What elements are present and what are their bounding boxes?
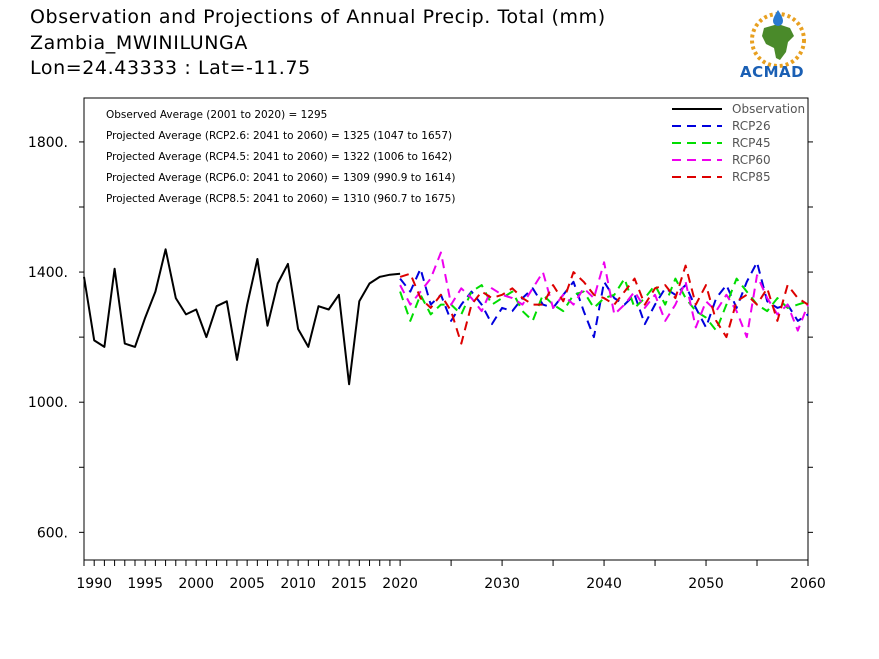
series-line-rcp60 <box>399 251 809 339</box>
series-line-rcp45 <box>399 277 809 332</box>
annotation-text: Projected Average (RCP4.5: 2041 to 2060)… <box>106 151 452 163</box>
x-tick-label: 1990 <box>76 576 112 592</box>
africa-map-icon <box>762 24 794 60</box>
x-tick-label: 2060 <box>790 576 826 592</box>
x-tick-label: 1995 <box>127 576 163 592</box>
annotation-text: Projected Average (RCP6.0: 2041 to 2060)… <box>106 172 455 184</box>
plot-frame <box>83 97 809 561</box>
series-line-rcp26 <box>399 261 809 339</box>
y-tick-label: 1800. <box>28 135 68 151</box>
legend-label: RCP60 <box>732 153 771 167</box>
x-tick-label: 2030 <box>484 576 520 592</box>
series-line-rcp85 <box>399 264 809 345</box>
title-line-2: Zambia_MWINILUNGA <box>30 32 248 54</box>
acmad-logo <box>750 10 806 68</box>
y-tick-label: 1000. <box>28 395 68 411</box>
acmad-logo-text: ACMAD <box>740 63 805 81</box>
x-tick-label: 2040 <box>586 576 622 592</box>
legend-label: Observation <box>732 102 805 116</box>
y-tick-label: 600. <box>37 525 68 541</box>
title-line-1: Observation and Projections of Annual Pr… <box>30 6 606 28</box>
series-line-observation <box>83 248 401 386</box>
legend-label: RCP26 <box>732 119 771 133</box>
legend-label: RCP85 <box>732 170 771 184</box>
legend-label: RCP45 <box>732 136 771 150</box>
x-tick-label: 2000 <box>178 576 214 592</box>
x-tick-label: 2005 <box>229 576 265 592</box>
annotation-text: Observed Average (2001 to 2020) = 1295 <box>106 109 327 121</box>
annotation-text: Projected Average (RCP2.6: 2041 to 2060)… <box>106 130 452 142</box>
x-tick-label: 2010 <box>280 576 316 592</box>
x-tick-label: 2020 <box>382 576 418 592</box>
x-tick-label: 2050 <box>688 576 724 592</box>
x-tick-label: 2015 <box>331 576 367 592</box>
water-drop-icon <box>773 10 783 26</box>
y-tick-label: 1400. <box>28 265 68 281</box>
annotation-text: Projected Average (RCP8.5: 2041 to 2060)… <box>106 193 455 205</box>
title-line-3: Lon=24.43333 : Lat=-11.75 <box>30 57 311 79</box>
